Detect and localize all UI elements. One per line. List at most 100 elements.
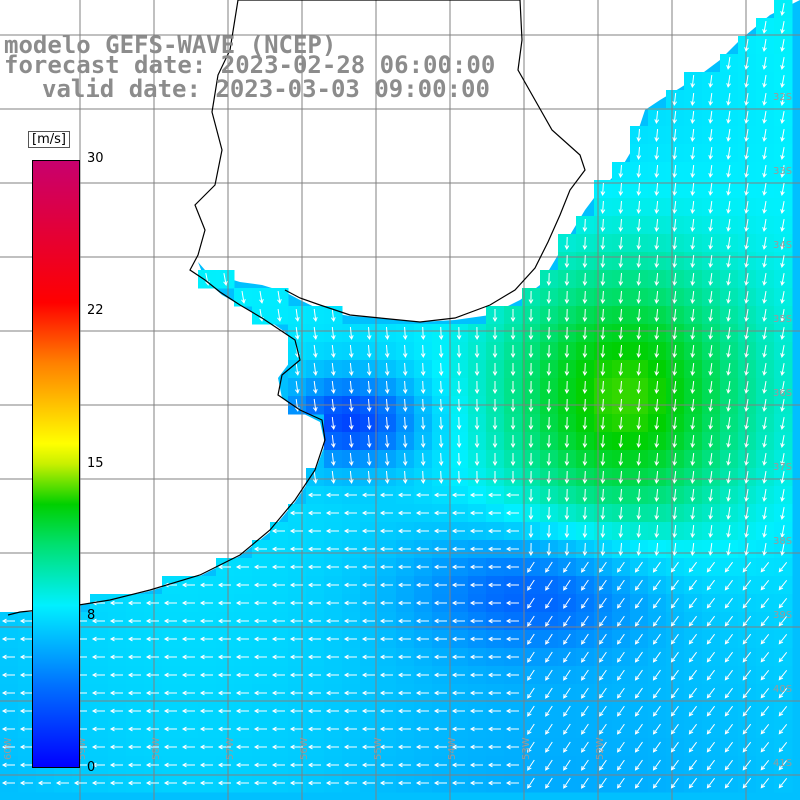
wind-arrow bbox=[361, 744, 375, 750]
wind-arrow bbox=[690, 326, 696, 341]
wind-arrow bbox=[235, 654, 249, 660]
wind-arrow bbox=[217, 564, 231, 570]
wind-arrow bbox=[505, 618, 519, 624]
wind-arrow bbox=[582, 434, 588, 449]
wind-arrow bbox=[271, 690, 285, 696]
wind-arrow bbox=[402, 434, 408, 449]
wind-arrow bbox=[726, 453, 731, 466]
wind-arrow bbox=[361, 510, 375, 516]
wind-arrow bbox=[1, 690, 15, 696]
wind-arrow bbox=[672, 110, 678, 125]
wind-arrow bbox=[670, 705, 679, 717]
wind-arrow bbox=[289, 654, 303, 660]
wind-arrow bbox=[744, 183, 749, 196]
wind-arrow bbox=[181, 582, 195, 588]
wind-arrow bbox=[487, 492, 501, 498]
wind-arrow bbox=[582, 218, 588, 233]
wind-arrow bbox=[780, 219, 785, 232]
wind-arrow bbox=[762, 147, 767, 160]
wind-arrow bbox=[384, 380, 390, 395]
wind-arrow bbox=[564, 272, 570, 287]
wind-arrow bbox=[253, 708, 267, 714]
wind-arrow bbox=[744, 75, 749, 88]
wind-arrow bbox=[451, 618, 465, 624]
wind-arrow bbox=[325, 492, 339, 498]
wind-arrow bbox=[343, 726, 357, 732]
wind-arrow bbox=[492, 471, 498, 485]
wind-arrow bbox=[469, 690, 483, 696]
wind-arrow bbox=[564, 362, 570, 377]
wind-arrow bbox=[379, 546, 393, 552]
wind-arrow bbox=[307, 564, 321, 570]
wind-arrow bbox=[708, 453, 713, 466]
wind-arrow bbox=[361, 600, 375, 606]
wind-arrow bbox=[617, 777, 625, 789]
wind-arrow bbox=[527, 597, 535, 609]
wind-arrow bbox=[199, 708, 213, 714]
wind-arrow bbox=[397, 582, 411, 588]
wind-arrow bbox=[634, 687, 643, 699]
wind-arrow bbox=[652, 759, 661, 771]
wind-arrow bbox=[415, 546, 429, 552]
wind-arrow bbox=[91, 672, 105, 678]
wind-arrow bbox=[762, 399, 767, 412]
longitude-label: 58W bbox=[151, 737, 162, 760]
wind-arrow bbox=[654, 110, 660, 125]
wind-arrow bbox=[307, 780, 321, 786]
wind-arrow bbox=[527, 687, 535, 699]
wind-arrow bbox=[708, 327, 713, 340]
wind-arrow bbox=[474, 434, 480, 449]
wind-arrow bbox=[780, 327, 785, 340]
wind-arrow bbox=[469, 708, 483, 714]
wind-arrow bbox=[672, 146, 678, 161]
wind-arrow bbox=[617, 579, 625, 591]
wind-arrow bbox=[109, 618, 123, 624]
wind-arrow bbox=[690, 254, 696, 269]
wind-arrow bbox=[510, 345, 516, 359]
wind-arrow bbox=[762, 201, 767, 214]
wind-arrow bbox=[744, 147, 749, 160]
wind-arrow bbox=[19, 744, 33, 750]
wind-arrow bbox=[325, 636, 339, 642]
wind-arrow bbox=[510, 435, 516, 449]
wind-arrow bbox=[456, 326, 462, 341]
wind-arrow bbox=[599, 597, 607, 609]
wind-arrow bbox=[469, 600, 483, 606]
wind-arrow bbox=[384, 470, 390, 485]
wind-arrow bbox=[546, 398, 552, 413]
wind-arrow bbox=[636, 254, 642, 269]
wind-arrow bbox=[762, 435, 767, 448]
wind-arrow bbox=[654, 524, 660, 539]
wind-arrow bbox=[235, 744, 249, 750]
wind-arrow bbox=[581, 777, 589, 789]
wind-arrow bbox=[289, 618, 303, 624]
wind-arrow bbox=[564, 380, 570, 395]
wind-arrow bbox=[599, 705, 607, 717]
wind-arrow bbox=[564, 542, 570, 557]
wind-arrow bbox=[456, 434, 462, 449]
wind-arrow bbox=[433, 744, 447, 750]
wind-arrow bbox=[271, 726, 285, 732]
wind-arrow bbox=[384, 416, 390, 431]
wind-arrow bbox=[397, 636, 411, 642]
wind-arrow bbox=[348, 452, 354, 467]
wind-arrow bbox=[654, 218, 660, 233]
wind-arrow bbox=[181, 690, 195, 696]
wind-arrow bbox=[510, 417, 516, 431]
wind-arrow bbox=[780, 165, 785, 178]
wind-arrow bbox=[708, 111, 713, 124]
wind-arrow bbox=[618, 380, 624, 395]
wind-arrow bbox=[726, 543, 731, 556]
wind-arrow bbox=[438, 398, 444, 413]
wind-arrow bbox=[384, 434, 390, 449]
wind-arrow bbox=[415, 690, 429, 696]
wind-arrow bbox=[366, 344, 372, 359]
wind-arrow bbox=[181, 708, 195, 714]
wind-arrow bbox=[762, 345, 767, 358]
wind-arrow bbox=[742, 741, 752, 753]
wind-arrow bbox=[527, 579, 535, 591]
wind-arrow bbox=[726, 147, 731, 160]
wind-arrow bbox=[564, 488, 570, 503]
wind-arrow bbox=[379, 708, 393, 714]
wind-arrow bbox=[581, 633, 589, 645]
